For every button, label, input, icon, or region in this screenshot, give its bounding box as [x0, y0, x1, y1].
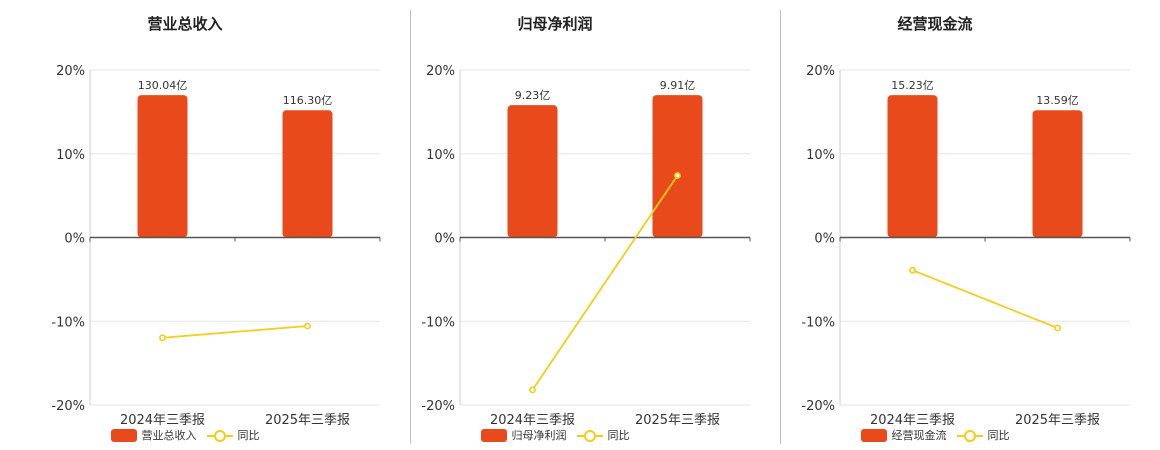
bar[interactable] — [887, 95, 938, 238]
legend-line-swatch — [206, 429, 233, 442]
panel-divider — [780, 10, 781, 444]
chart-title: 归母净利润 — [517, 15, 593, 33]
legend-item-line[interactable]: 同比 — [956, 427, 1010, 443]
y-tick-label: 0% — [814, 232, 835, 247]
y-tick-label: 0% — [434, 232, 455, 247]
y-tick-label: -20% — [801, 399, 835, 414]
bar-value-label: 116.30亿 — [283, 94, 333, 107]
y-tick-label: 20% — [56, 64, 85, 79]
bar[interactable] — [1032, 110, 1083, 238]
yoy-point[interactable] — [909, 266, 916, 274]
bar[interactable] — [507, 105, 558, 238]
bar[interactable] — [652, 95, 703, 238]
legend-bar-swatch — [110, 428, 137, 442]
x-tick-label: 2024年三季报 — [870, 413, 955, 428]
legend-line-label: 同比 — [987, 429, 1010, 442]
bar[interactable] — [282, 110, 333, 238]
legend-bar-swatch — [860, 428, 887, 442]
y-tick-label: 10% — [56, 148, 85, 163]
legend-bar-swatch — [480, 428, 507, 442]
chart-title: 营业总收入 — [147, 15, 223, 33]
legend-item-bar[interactable]: 经营现金流 — [860, 427, 947, 443]
x-tick-label: 2025年三季报 — [1015, 413, 1100, 428]
chart-svg: 20% 10% 0% -10% -20% 130.04亿 116.30亿 2024年三季报 20… — [51, 64, 381, 428]
legend-line-label: 同比 — [237, 429, 260, 442]
chart-svg: 20% 10% 0% -10% -20% 15.23亿 13.59亿 2024年三季报 2025… — [801, 64, 1131, 428]
bar-value-label: 13.59亿 — [1036, 94, 1079, 107]
yoy-point[interactable] — [1054, 324, 1061, 332]
yoy-line — [531, 175, 679, 391]
legend-bar-label: 经营现金流 — [891, 429, 947, 442]
legend-item-line[interactable]: 同比 — [206, 427, 260, 443]
legend-bar-label: 归母净利润 — [511, 429, 567, 442]
bar-value-label: 9.91亿 — [660, 79, 696, 92]
x-tick-label: 2024年三季报 — [490, 413, 575, 428]
bar-value-label: 15.23亿 — [891, 79, 934, 92]
y-tick-label: 10% — [806, 148, 835, 163]
y-tick-label: 0% — [64, 232, 85, 247]
y-tick-label: 10% — [426, 148, 455, 163]
bar-value-label: 9.23亿 — [515, 89, 551, 102]
bar[interactable] — [137, 95, 188, 238]
x-tick-label: 2025年三季报 — [635, 413, 720, 428]
legend-line-swatch — [956, 429, 983, 442]
y-tick-label: -10% — [51, 315, 85, 330]
legend-line-label: 同比 — [607, 429, 630, 442]
y-tick-label: -10% — [801, 315, 835, 330]
chart-panel-net-profit: 归母净利润 20% 10% 0% -10% -20% 9.23亿 9.91亿 2024年三季报… — [370, 0, 751, 450]
yoy-point[interactable] — [674, 172, 681, 179]
yoy-point[interactable] — [529, 386, 536, 394]
y-tick-label: 20% — [426, 64, 455, 79]
chart-title: 经营现金流 — [897, 15, 973, 33]
y-tick-label: -20% — [421, 399, 455, 414]
legend-item-line[interactable]: 同比 — [576, 427, 630, 443]
legend-bar-label: 营业总收入 — [141, 429, 197, 442]
legend: 经营现金流 同比 — [750, 427, 1120, 443]
panel-divider — [410, 10, 411, 444]
legend-item-bar[interactable]: 营业总收入 — [110, 427, 197, 443]
yoy-point[interactable] — [159, 334, 166, 342]
chart-panel-operating-cash-flow: 经营现金流 20% 10% 0% -10% -20% 15.23亿 13.59亿 2024年三… — [750, 0, 1131, 450]
y-tick-label: -20% — [51, 399, 85, 414]
x-tick-label: 2025年三季报 — [265, 413, 350, 428]
legend-line-swatch — [576, 429, 603, 442]
legend: 归母净利润 同比 — [370, 427, 740, 443]
legend-item-bar[interactable]: 归母净利润 — [480, 427, 567, 443]
yoy-point[interactable] — [304, 322, 311, 330]
x-tick-label: 2024年三季报 — [120, 413, 205, 428]
legend: 营业总收入 同比 — [0, 427, 370, 443]
yoy-line — [162, 325, 308, 339]
bar-value-label: 130.04亿 — [138, 79, 188, 92]
chart-svg: 20% 10% 0% -10% -20% 9.23亿 9.91亿 2024年三季报 2025年三… — [421, 64, 751, 428]
y-tick-label: 20% — [806, 64, 835, 79]
y-tick-label: -10% — [421, 315, 455, 330]
yoy-line — [912, 269, 1058, 329]
chart-panel-revenue: 营业总收入 20% 10% 0% -10% -20% 130.04亿 116.30亿 2024… — [0, 0, 381, 450]
